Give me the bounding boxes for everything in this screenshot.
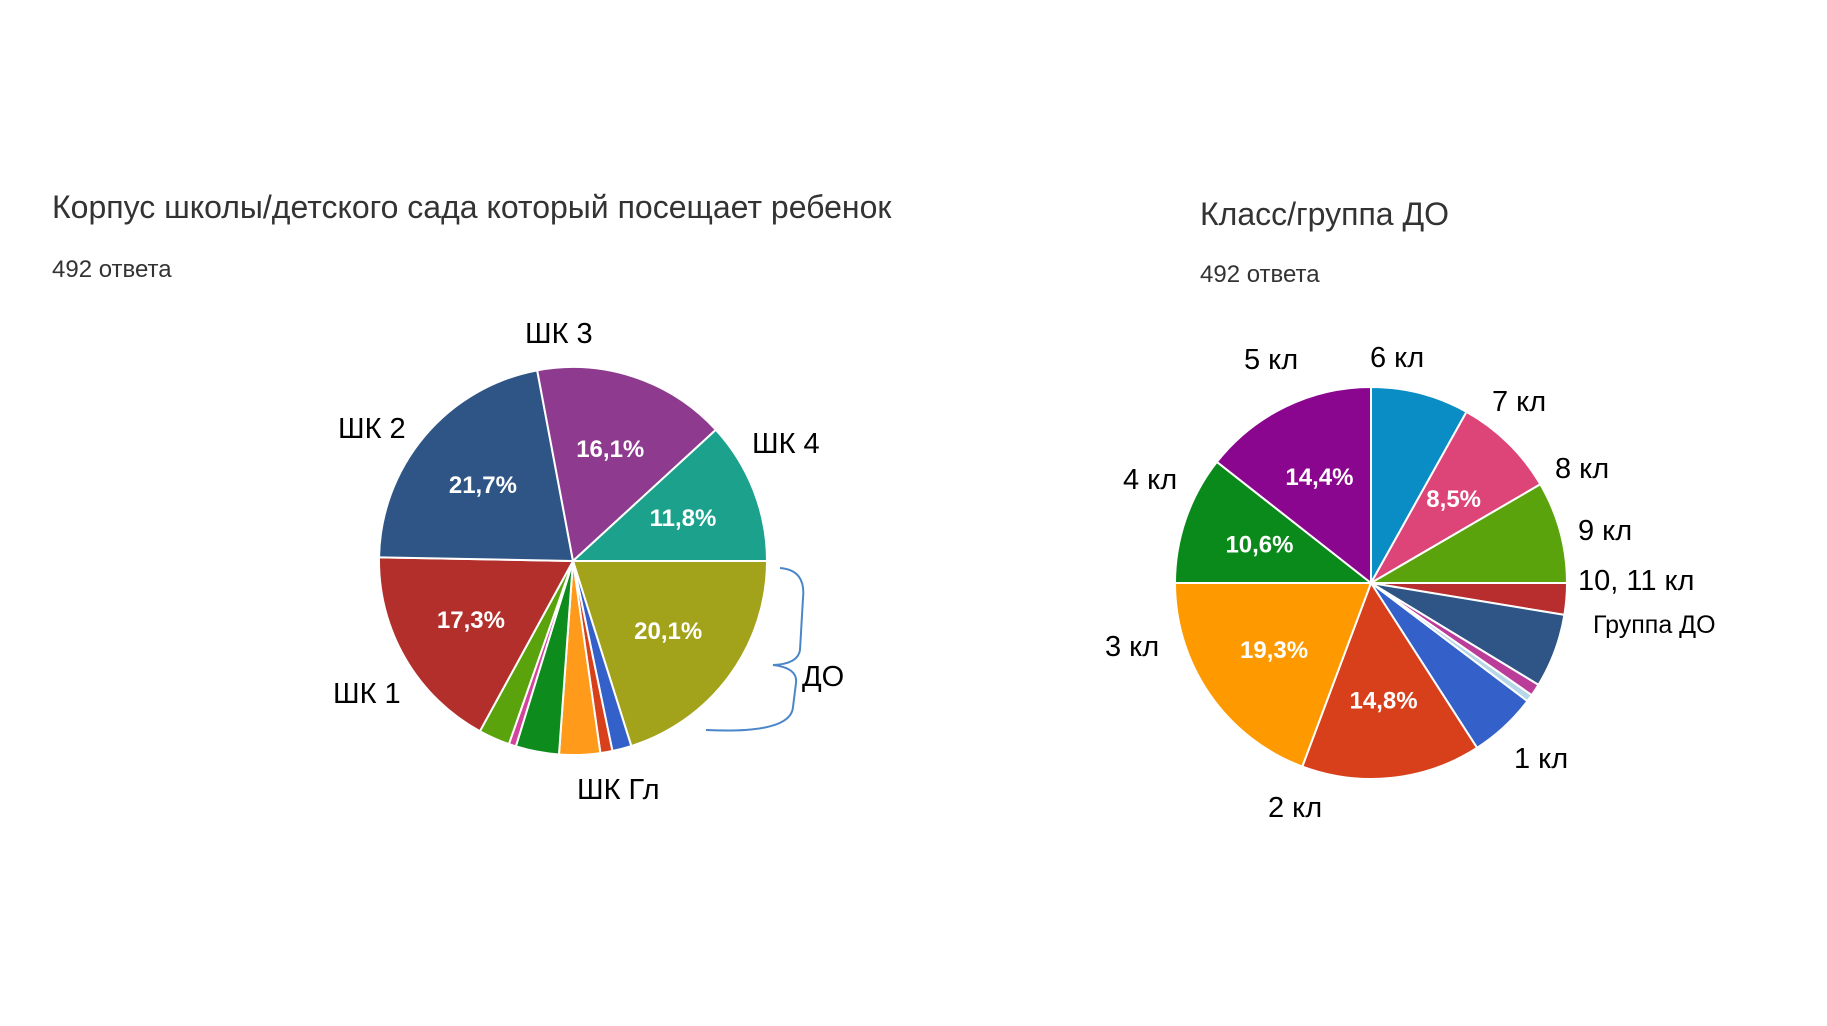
- slice-label-2kl: 2 кл: [1268, 792, 1322, 824]
- pie1-pct-label-7: 17,3%: [437, 607, 505, 634]
- pie1-slice-8: [378, 369, 575, 563]
- pie2-pct-label-8: 14,4%: [1285, 464, 1353, 491]
- pie2-pct-label-6: 19,3%: [1240, 637, 1308, 664]
- do-group-bracket: [705, 567, 805, 732]
- slice-label-1kl: 1 кл: [1514, 743, 1568, 775]
- pie1-pct-label-0: 20,1%: [634, 618, 702, 645]
- pie2-slice-9: [1370, 385, 1468, 587]
- chart-2-response-count: 492 ответа: [1200, 261, 1320, 288]
- slice-label-gruppa-do: Группа ДО: [1593, 611, 1716, 639]
- pie2-pct-label-7: 10,6%: [1225, 531, 1293, 558]
- chart-2-title: Класс/группа ДО: [1200, 196, 1449, 232]
- do-group-label: ДО: [802, 661, 844, 693]
- slice-label-shk1: ШК 1: [333, 678, 401, 710]
- pie1-slice-7: [378, 556, 575, 733]
- slice-label-7kl: 7 кл: [1492, 386, 1546, 418]
- pie1-pct-label-8: 21,7%: [449, 472, 517, 499]
- pie1-pct-label-9: 16,1%: [576, 436, 644, 463]
- slice-label-shk3: ШК 3: [525, 318, 593, 350]
- slice-label-10-11kl: 10, 11 кл: [1578, 565, 1694, 597]
- slice-label-8kl: 8 кл: [1555, 453, 1609, 485]
- pie2-slice-7: [1173, 460, 1374, 584]
- pie2-slice-8: [1215, 385, 1372, 586]
- chart-1-title: Корпус школы/детского сада который посещ…: [52, 189, 892, 225]
- slice-label-shk2: ШК 2: [338, 413, 406, 445]
- pie2-pct-label-10: 8,5%: [1426, 486, 1481, 513]
- pie2-slice-5: [1301, 580, 1479, 780]
- chart-1-response-count: 492 ответа: [52, 256, 172, 283]
- slice-label-shk4: ШК 4: [752, 428, 820, 460]
- pie-chart-school-building: 20,1% 17,3% 21,7% 16,1% 11,8%: [378, 366, 769, 756]
- slice-label-9kl: 9 кл: [1578, 515, 1632, 547]
- pie1-slice-10: [570, 428, 769, 562]
- pie2-pct-label-5: 14,8%: [1350, 687, 1418, 714]
- pie-chart-class-group: 14,8% 19,3% 10,6% 14,4% 8,5%: [1173, 385, 1569, 780]
- slice-label-5kl: 5 кл: [1244, 344, 1298, 376]
- slice-label-4kl: 4 кл: [1123, 464, 1177, 496]
- pie2-slice-10: [1368, 410, 1542, 586]
- pie2-slice-11: [1367, 482, 1569, 584]
- slice-label-6kl: 6 кл: [1370, 342, 1424, 374]
- pie2-slice-6: [1173, 582, 1373, 768]
- slice-label-shk-gl: ШК Гл: [577, 774, 660, 806]
- pie1-pct-label-10: 11,8%: [650, 505, 717, 532]
- pie1-slice-9: [536, 366, 718, 563]
- pie1-slice-0: [571, 560, 769, 748]
- slice-label-3kl: 3 кл: [1105, 631, 1159, 663]
